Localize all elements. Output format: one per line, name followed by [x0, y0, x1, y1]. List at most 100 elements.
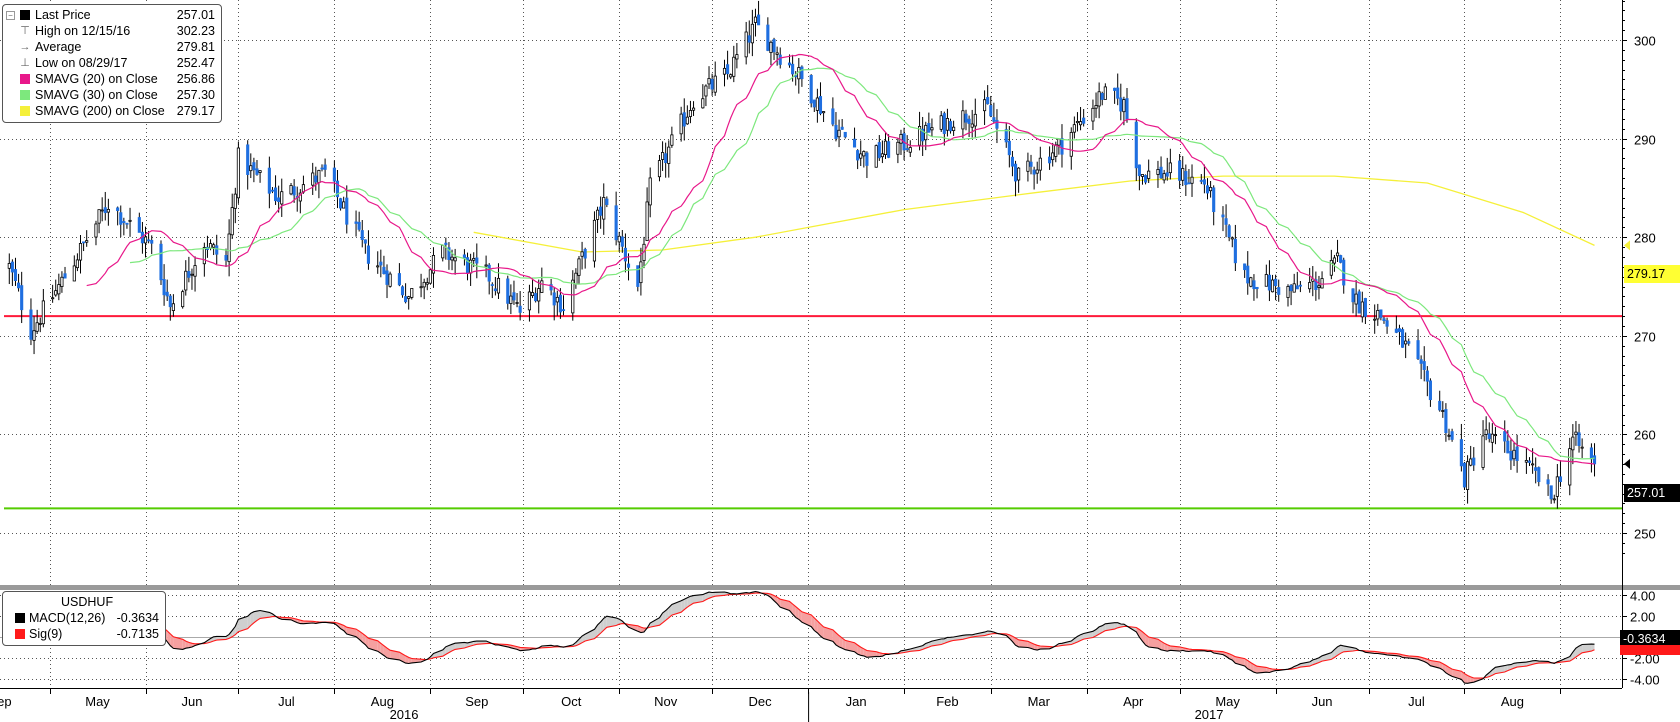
candle-body: [1032, 169, 1036, 175]
candle-body: [945, 118, 949, 131]
candle-body: [404, 296, 408, 303]
macd-fill: [383, 645, 387, 658]
candle-body: [815, 97, 819, 111]
candle-body: [1137, 164, 1141, 177]
candle-body: [100, 209, 104, 212]
candle-body: [602, 197, 606, 220]
candle-body: [1308, 282, 1312, 290]
candle-body: [552, 292, 556, 306]
legend-swatch: [20, 90, 30, 100]
candle-body: [756, 14, 761, 26]
candle-body: [357, 221, 361, 230]
candle-body: [258, 170, 262, 173]
candle-body: [831, 108, 835, 125]
macd-fill: [1489, 669, 1493, 677]
candle-body: [1075, 121, 1080, 124]
candle-body: [1007, 140, 1011, 156]
candle-body: [661, 152, 665, 160]
macd-fill: [448, 644, 452, 653]
candle-body: [614, 205, 618, 241]
candle-body: [17, 282, 21, 289]
candle-body: [1274, 278, 1278, 287]
legend-item: → Average 279.81: [3, 39, 221, 55]
macd-fill: [399, 652, 403, 662]
candle-body: [493, 288, 497, 292]
candle-body: [407, 296, 411, 299]
macd-fill: [232, 626, 236, 637]
sig-value-tag: [1620, 645, 1680, 655]
macd-fill: [170, 633, 174, 649]
candle-body: [973, 113, 977, 127]
macd-fill: [182, 639, 186, 650]
macd-y-tick-label: 4.00: [1630, 589, 1655, 604]
candle-body: [165, 291, 169, 297]
candle-body: [862, 151, 866, 157]
candle-body: [843, 131, 847, 138]
candle-body: [1144, 175, 1148, 183]
candle-body: [1351, 288, 1355, 303]
macd-fill: [811, 614, 815, 631]
macd-fill: [173, 636, 183, 650]
candle-body: [150, 239, 154, 244]
x-month-label: Jun: [1312, 694, 1333, 709]
macd-fill: [687, 596, 691, 608]
candle-body: [1038, 157, 1042, 171]
macd-fill: [1250, 662, 1254, 673]
candle-body: [267, 167, 271, 194]
candle-body: [735, 54, 739, 60]
candle-body: [701, 98, 705, 109]
y-tick-label: 270: [1634, 330, 1656, 345]
candle-body: [1524, 460, 1528, 463]
candle-body: [431, 255, 436, 274]
candle-body: [961, 110, 965, 130]
macd-fill: [820, 624, 824, 639]
candle-body: [506, 278, 510, 304]
candle-body: [1503, 431, 1507, 442]
macd-fill: [1080, 633, 1084, 641]
candle-body: [1506, 440, 1510, 454]
candle-body: [1339, 255, 1343, 263]
candle-body: [1230, 237, 1234, 240]
macd-fill: [597, 621, 601, 636]
candle-body: [592, 219, 597, 262]
candle-body: [1187, 182, 1191, 185]
candle-body: [1048, 156, 1052, 164]
legend-label: Last Price: [35, 8, 91, 22]
candle-body: [1295, 285, 1299, 290]
candle-body: [137, 217, 141, 233]
candle-body: [679, 113, 683, 135]
macd-fill: [1312, 659, 1316, 665]
macd-fill: [1445, 665, 1449, 675]
candle-body: [32, 330, 36, 341]
collapse-toggle-icon[interactable]: −: [6, 11, 15, 20]
macd-fill: [1572, 648, 1576, 660]
candle-body: [311, 172, 315, 186]
legend-label: Low on 08/29/17: [35, 56, 128, 70]
candle-body: [320, 167, 324, 170]
candle-body: [1094, 105, 1098, 109]
candle-body: [583, 249, 587, 259]
candle-body: [530, 292, 535, 296]
macd-fill: [362, 633, 366, 645]
macd-y-tick-label: -4.00: [1630, 673, 1660, 688]
candle-body: [605, 198, 609, 205]
x-month-label: Jan: [846, 694, 867, 709]
macd-fill: [405, 655, 409, 664]
candle-body: [1444, 409, 1448, 434]
candle-body: [1481, 435, 1485, 468]
candle-body: [577, 258, 581, 276]
legend-label: MACD(12,26): [29, 611, 106, 625]
macd-fill: [1257, 666, 1267, 674]
candle-body: [85, 240, 89, 243]
candle-body: [1097, 91, 1101, 107]
candle-body: [1119, 97, 1123, 112]
candle-body: [948, 121, 953, 132]
macd-fill: [1253, 664, 1257, 674]
candle-body: [664, 153, 668, 164]
candle-body: [1205, 185, 1210, 194]
candle-body: [939, 115, 943, 130]
candle-body: [335, 180, 340, 198]
macd-fill: [1027, 641, 1031, 649]
candle-body: [670, 134, 674, 146]
candle-body: [410, 288, 414, 298]
